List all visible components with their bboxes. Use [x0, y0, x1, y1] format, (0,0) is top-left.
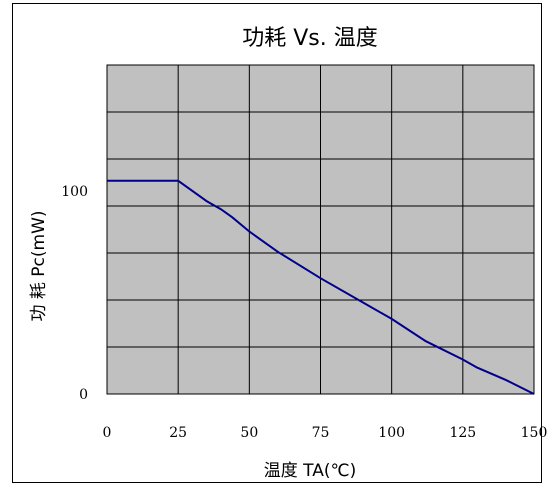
- x-tick-label: 150: [521, 425, 548, 441]
- y-tick-label: 0: [79, 387, 88, 403]
- x-axis-label: 温度 TA(℃): [264, 461, 356, 481]
- y-axis-label: 功 耗 Pc(mW): [29, 210, 49, 321]
- series-line: [107, 179, 535, 395]
- y-tick-label: 100: [61, 184, 88, 200]
- x-tick-label: 0: [103, 425, 112, 441]
- x-tick-label: 50: [240, 425, 258, 441]
- grid-lines: [107, 65, 534, 394]
- chart-title: 功耗 Vs. 温度: [242, 26, 378, 51]
- x-tick-label: 125: [449, 425, 476, 441]
- x-tick-label: 100: [378, 425, 405, 441]
- y-tick-labels: 0 100: [61, 184, 88, 403]
- x-tick-label: 25: [169, 425, 187, 441]
- x-tick-label: 75: [312, 425, 330, 441]
- x-tick-labels: 0 25 50 75 100 125 150: [103, 425, 548, 441]
